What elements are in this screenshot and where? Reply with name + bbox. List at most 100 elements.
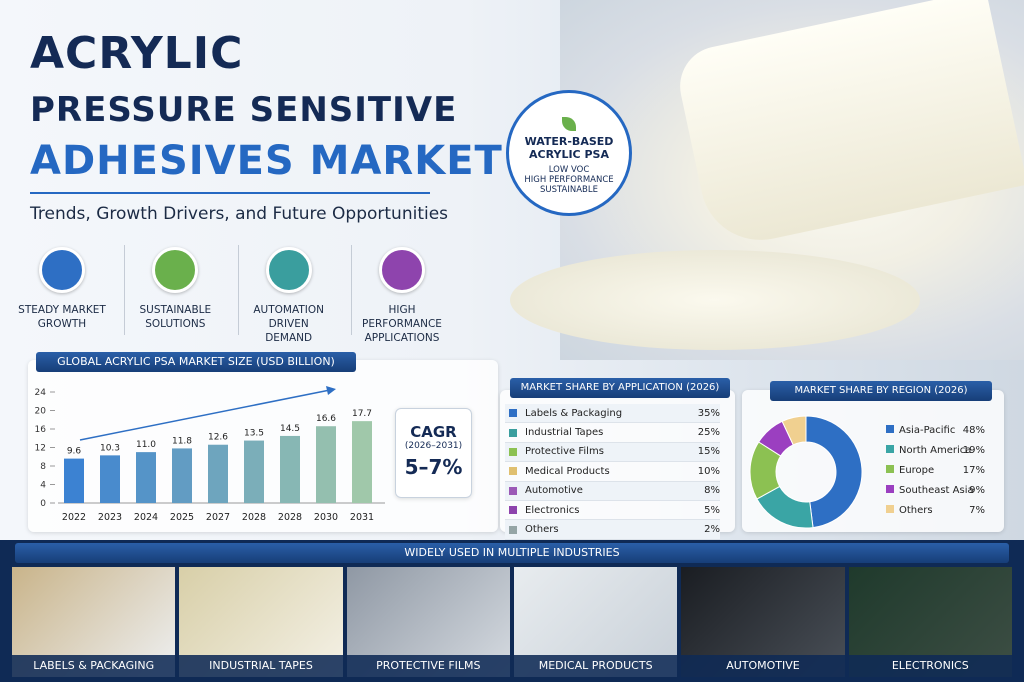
row-share: 2% bbox=[704, 524, 720, 536]
row-share: 8% bbox=[704, 485, 720, 497]
feature-label: SUSTAINABLE SOLUTIONS bbox=[139, 304, 212, 330]
legend-value: 19% bbox=[963, 445, 985, 456]
y-tick-label: 20 bbox=[35, 407, 47, 417]
x-tick-label: 2031 bbox=[350, 512, 374, 523]
row-name: Electronics bbox=[525, 504, 580, 516]
value-label: 9.6 bbox=[67, 447, 82, 457]
region-title: MARKET SHARE BY REGION (2026) bbox=[770, 381, 992, 401]
feature-label: AUTOMATION DRIVEN DEMAND bbox=[253, 304, 324, 344]
legend-value: 7% bbox=[969, 505, 985, 516]
row-name: Industrial Tapes bbox=[525, 427, 604, 439]
swatch bbox=[509, 506, 517, 515]
value-label: 11.8 bbox=[172, 436, 192, 446]
feature-label: HIGH PERFORMANCE APPLICATIONS bbox=[362, 304, 442, 344]
row-name: Medical Products bbox=[525, 465, 610, 477]
feature: AUTOMATION DRIVEN DEMAND bbox=[237, 245, 339, 344]
row-share: 5% bbox=[704, 504, 720, 516]
badge-line: SUSTAINABLE bbox=[540, 185, 598, 195]
y-tick-label: 24 bbox=[35, 388, 47, 398]
divider bbox=[30, 192, 430, 194]
application-title: MARKET SHARE BY APPLICATION (2026) bbox=[510, 378, 730, 398]
row-name: Others bbox=[525, 524, 559, 536]
dish bbox=[510, 250, 920, 350]
leaf-icon bbox=[562, 117, 576, 131]
x-tick-label: 2028 bbox=[242, 512, 266, 523]
legend-label: Others bbox=[899, 505, 933, 516]
industry-card: LABELS & PACKAGING bbox=[12, 567, 176, 677]
subtitle: Trends, Growth Drivers, and Future Oppor… bbox=[30, 204, 449, 224]
industry-label: LABELS & PACKAGING bbox=[12, 655, 176, 677]
industry-card: MEDICAL PRODUCTS bbox=[513, 567, 678, 677]
feature-icon bbox=[152, 247, 199, 293]
row-name: Protective Films bbox=[525, 446, 604, 458]
donut-segment bbox=[805, 415, 863, 529]
title-line: PRESSURE SENSITIVE bbox=[30, 90, 458, 130]
row-name: Labels & Packaging bbox=[525, 407, 623, 419]
features: STEADY MARKET GROWTH SUSTAINABLE SOLUTION… bbox=[12, 245, 452, 344]
x-tick-label: 2025 bbox=[170, 512, 194, 523]
value-label: 12.6 bbox=[208, 433, 228, 443]
legend-label: North America bbox=[899, 445, 971, 456]
value-label: 17.7 bbox=[352, 409, 372, 419]
arrow-head bbox=[326, 386, 336, 395]
cagr-value: 5–7% bbox=[404, 455, 463, 479]
table-row: Others 2% bbox=[505, 520, 720, 540]
bar bbox=[64, 458, 84, 503]
table-row: Protective Films 15% bbox=[505, 442, 720, 463]
swatch bbox=[509, 409, 517, 418]
x-tick-label: 2027 bbox=[206, 512, 230, 523]
industry-card: AUTOMOTIVE bbox=[681, 567, 845, 677]
feature: HIGH PERFORMANCE APPLICATIONS bbox=[350, 245, 452, 344]
application-table: Labels & Packaging 35% Industrial Tapes 25%… bbox=[505, 404, 720, 540]
x-tick-label: 2024 bbox=[134, 512, 158, 523]
badge-title: WATER-BASED ACRYLIC PSA bbox=[524, 135, 614, 161]
industry-label: MEDICAL PRODUCTS bbox=[513, 655, 678, 677]
x-tick-label: 2030 bbox=[314, 512, 338, 523]
swatch bbox=[509, 447, 517, 456]
legend-swatch bbox=[886, 445, 894, 453]
bar bbox=[136, 452, 156, 503]
table-row: Automotive 8% bbox=[505, 481, 720, 501]
badge-line: HIGH PERFORMANCE bbox=[524, 175, 614, 185]
industries: LABELS & PACKAGING INDUSTRIAL TAPES PROTEC… bbox=[12, 567, 1012, 677]
cagr-box: CAGR (2026–2031) 5–7% bbox=[395, 408, 472, 498]
row-share: 35% bbox=[697, 407, 720, 419]
x-tick-label: 2023 bbox=[98, 512, 122, 523]
industries-title: WIDELY USED IN MULTIPLE INDUSTRIES bbox=[15, 543, 1009, 563]
value-label: 11.0 bbox=[136, 440, 156, 450]
legend-value: 17% bbox=[963, 465, 985, 476]
bar bbox=[208, 444, 228, 503]
badge-line: LOW VOC bbox=[548, 165, 590, 175]
row-share: 10% bbox=[697, 465, 720, 477]
industry-label: INDUSTRIAL TAPES bbox=[179, 655, 343, 677]
feature-icon bbox=[378, 247, 425, 293]
feature: STEADY MARKET GROWTH bbox=[12, 245, 112, 335]
value-label: 14.5 bbox=[280, 424, 300, 434]
industry-label: AUTOMOTIVE bbox=[681, 655, 845, 677]
bar bbox=[172, 448, 192, 503]
swatch bbox=[509, 486, 517, 495]
value-label: 13.5 bbox=[244, 429, 264, 439]
bar bbox=[100, 455, 120, 503]
bar bbox=[352, 421, 372, 503]
row-name: Automotive bbox=[525, 485, 583, 497]
row-share: 15% bbox=[697, 446, 720, 458]
table-row: Medical Products 10% bbox=[505, 462, 720, 482]
cagr-title: CAGR bbox=[410, 423, 457, 441]
feature-icon bbox=[265, 247, 312, 293]
x-tick-label: 2022 bbox=[62, 512, 86, 523]
badge: WATER-BASED ACRYLIC PSA LOW VOC HIGH PER… bbox=[506, 90, 632, 216]
trend-arrow bbox=[79, 389, 331, 441]
cagr-period: (2026–2031) bbox=[404, 441, 463, 451]
industry-card: PROTECTIVE FILMS bbox=[346, 567, 510, 677]
bar bbox=[316, 426, 336, 503]
bar bbox=[244, 440, 264, 503]
industry-card: ELECTRONICS bbox=[848, 567, 1012, 677]
industry-label: ELECTRONICS bbox=[848, 655, 1012, 677]
row-share: 25% bbox=[697, 427, 720, 439]
y-tick-label: 12 bbox=[35, 444, 46, 454]
bar-title: GLOBAL ACRYLIC PSA MARKET SIZE (USD BILL… bbox=[36, 352, 356, 372]
y-tick-label: 0 bbox=[40, 499, 46, 509]
